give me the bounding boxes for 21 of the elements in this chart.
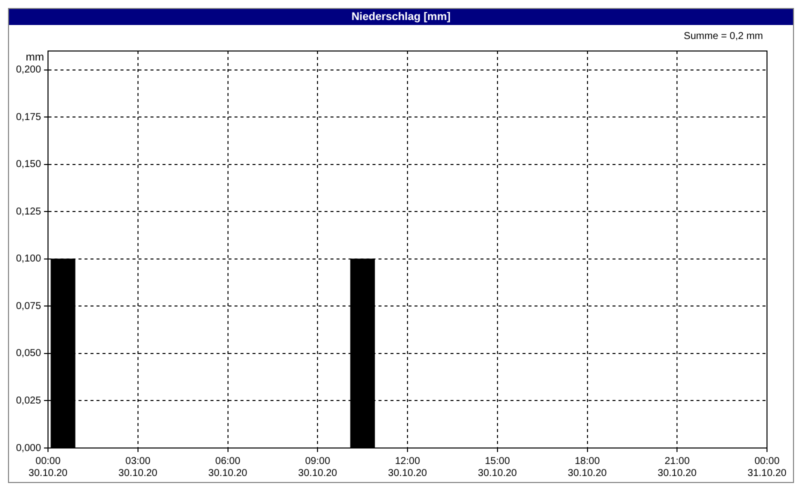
x-tick-label: 15:00 30.10.20: [478, 456, 518, 479]
y-tick-label: 0,025: [16, 395, 42, 406]
y-tick-label: 0,150: [16, 159, 42, 170]
y-tick-label: 0,125: [16, 206, 42, 218]
y-axis-title: mm: [26, 52, 44, 64]
x-tick-label: 21:00 30.10.20: [658, 456, 698, 479]
y-tick-label: 0,000: [16, 442, 42, 454]
y-tick-label: 0,100: [16, 254, 42, 265]
x-tick-label: 03:00 30.10.20: [118, 456, 158, 479]
y-tick-label: 0,200: [16, 64, 42, 76]
x-tick-label: 18:00 30.10.20: [568, 456, 608, 479]
x-tick-label: 09:00 30.10.20: [298, 456, 338, 479]
x-tick-label: 12:00 30.10.20: [388, 456, 428, 479]
x-tick-label: 06:00 30.10.20: [208, 456, 248, 479]
text: Summe = 0,2 mm: [682, 30, 764, 42]
y-tick-label: 0,175: [16, 112, 42, 123]
chart-title: Niederschlag [mm]: [9, 9, 793, 25]
x-tick-label: 00:00 31.10.20: [748, 456, 787, 479]
y-tick-label: 0,050: [16, 348, 42, 360]
y-tick-label: 0,075: [16, 300, 42, 312]
x-tick-label: 00:00 30.10.20: [28, 456, 68, 479]
